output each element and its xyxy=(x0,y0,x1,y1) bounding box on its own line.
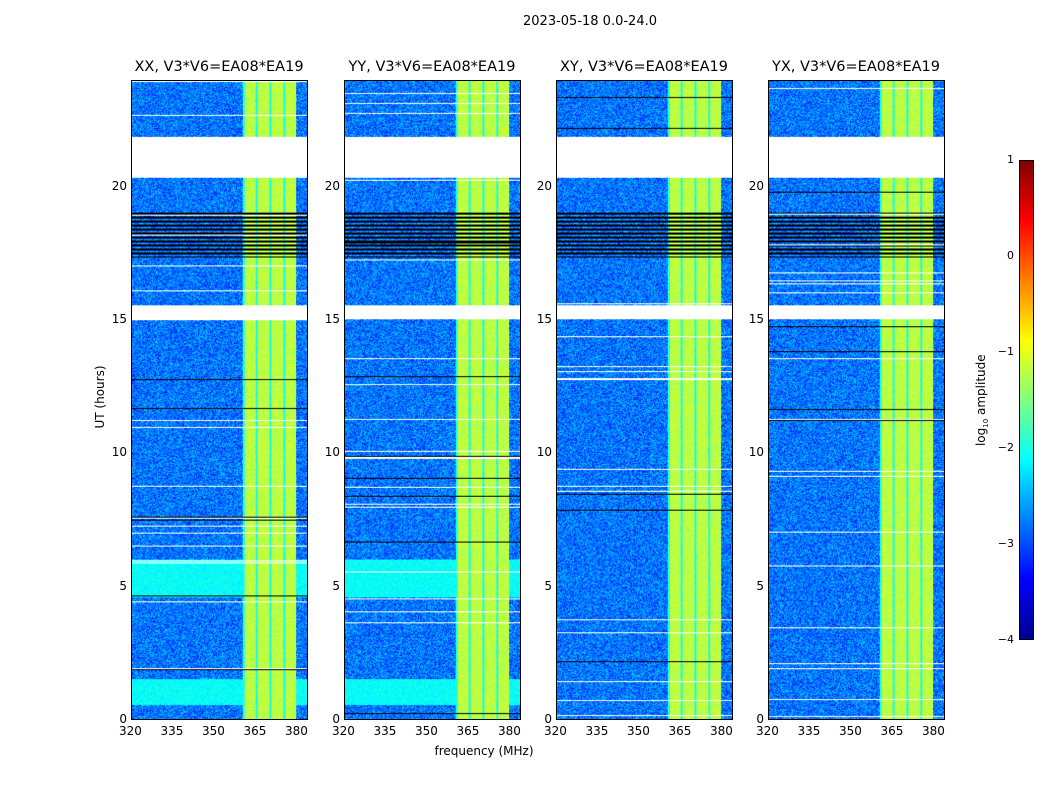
colorbar xyxy=(1019,160,1034,640)
x-tick-label: 335 xyxy=(373,724,397,738)
panel-title: YY, V3*V6=EA08*EA19 xyxy=(348,59,516,75)
y-tick-label: 0 xyxy=(332,712,340,726)
y-tick-label: 15 xyxy=(324,312,340,326)
y-axis-label: UT (hours) xyxy=(93,365,107,429)
colorbar-tick-label: 1 xyxy=(1007,153,1014,166)
x-tick-label: 320 xyxy=(332,724,355,738)
y-tick-label: 10 xyxy=(536,445,552,460)
x-tick-label: 335 xyxy=(160,724,184,738)
x-tick-label: 320 xyxy=(544,724,567,738)
waterfall-panel-3 xyxy=(768,80,945,720)
x-tick-label: 380 xyxy=(709,724,733,738)
x-tick-label: 380 xyxy=(497,724,521,738)
x-tick-label: 380 xyxy=(284,724,308,738)
x-axis-label: frequency (MHz) xyxy=(434,744,534,758)
colorbar-tick-label: 0 xyxy=(1007,249,1014,262)
panel-title: XY, V3*V6=EA08*EA19 xyxy=(559,59,728,75)
y-tick-label: 20 xyxy=(324,178,340,193)
y-tick-label: 5 xyxy=(332,578,340,593)
heatmap-image xyxy=(557,81,732,719)
waterfall-panel-0 xyxy=(131,80,308,720)
colorbar-tick-label: −3 xyxy=(997,537,1014,550)
y-tick-label: 15 xyxy=(536,312,552,326)
x-tick-label: 365 xyxy=(243,724,267,738)
x-tick-label: 365 xyxy=(456,724,480,738)
y-tick-label: 20 xyxy=(111,178,127,193)
y-tick-label: 0 xyxy=(544,712,552,726)
colorbar-tick-label: −2 xyxy=(997,441,1014,454)
colorbar-label: log10 amplitude xyxy=(973,354,991,447)
heatmap-image xyxy=(345,81,520,719)
panel-title: YX, V3*V6=EA08*EA19 xyxy=(771,59,940,75)
y-tick-label: 10 xyxy=(748,445,764,460)
y-tick-label: 5 xyxy=(756,578,764,593)
colorbar-tick-label: −1 xyxy=(997,345,1014,358)
x-tick-label: 350 xyxy=(201,724,225,738)
y-tick-label: 20 xyxy=(748,178,764,193)
panel-title: XX, V3*V6=EA08*EA19 xyxy=(134,59,304,75)
x-tick-label: 335 xyxy=(585,724,609,738)
heatmap-image xyxy=(769,81,944,719)
waterfall-panel-2 xyxy=(556,80,733,720)
figure-title: 2023-05-18 0.0-24.0 xyxy=(523,14,657,29)
heatmap-image xyxy=(132,81,307,719)
x-tick-label: 350 xyxy=(838,724,862,738)
y-tick-label: 0 xyxy=(756,712,764,726)
y-tick-label: 15 xyxy=(111,312,127,326)
x-tick-label: 320 xyxy=(119,724,142,738)
waterfall-panel-1 xyxy=(344,80,521,720)
x-tick-label: 350 xyxy=(626,724,650,738)
x-tick-label: 350 xyxy=(414,724,438,738)
x-tick-label: 365 xyxy=(880,724,904,738)
y-tick-label: 5 xyxy=(544,578,552,593)
y-tick-label: 0 xyxy=(119,712,127,726)
x-tick-label: 335 xyxy=(797,724,821,738)
y-tick-label: 20 xyxy=(536,178,552,193)
x-tick-label: 380 xyxy=(921,724,945,738)
y-tick-label: 10 xyxy=(111,445,127,460)
y-tick-label: 5 xyxy=(119,578,127,593)
x-tick-label: 320 xyxy=(756,724,779,738)
x-tick-label: 365 xyxy=(668,724,692,738)
y-tick-label: 10 xyxy=(324,445,340,460)
y-tick-label: 15 xyxy=(748,312,764,326)
colorbar-tick-label: −4 xyxy=(997,633,1014,646)
